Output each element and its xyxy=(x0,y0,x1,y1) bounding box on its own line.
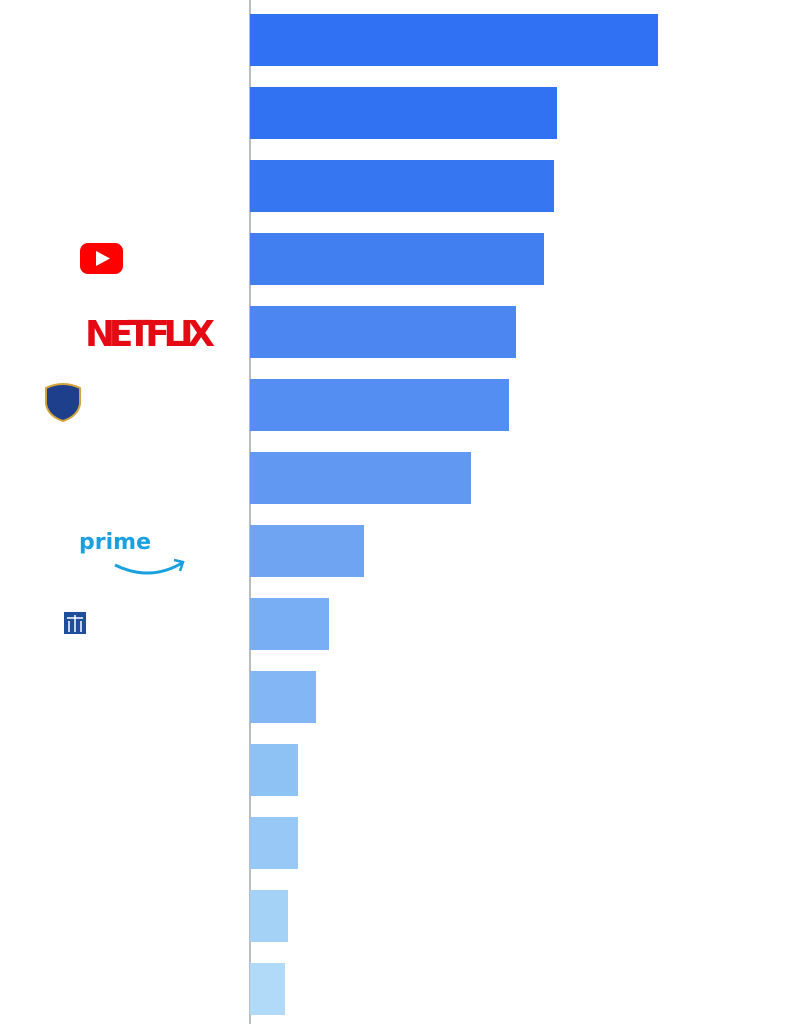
bar xyxy=(250,963,285,1015)
wb-logo xyxy=(45,383,81,423)
bar xyxy=(250,87,557,139)
network-icon-mark xyxy=(67,615,83,632)
youtube-logo xyxy=(80,243,123,274)
bar xyxy=(250,379,509,431)
bar xyxy=(250,452,471,504)
bar xyxy=(250,598,329,650)
bar xyxy=(250,160,554,212)
category-label: prime xyxy=(79,530,151,555)
bar xyxy=(250,14,658,66)
bar xyxy=(250,525,364,577)
category-label: NETFLIX xyxy=(85,314,215,355)
bar xyxy=(250,744,298,796)
bar xyxy=(250,671,316,723)
prime-arrow xyxy=(173,558,185,572)
network-logo xyxy=(64,612,86,634)
bar xyxy=(250,817,298,869)
bar xyxy=(250,890,288,942)
prime-smile xyxy=(114,561,183,575)
wb-shield xyxy=(45,383,81,423)
bar xyxy=(250,306,516,358)
bar xyxy=(250,233,544,285)
youtube-logo-play xyxy=(96,251,110,266)
